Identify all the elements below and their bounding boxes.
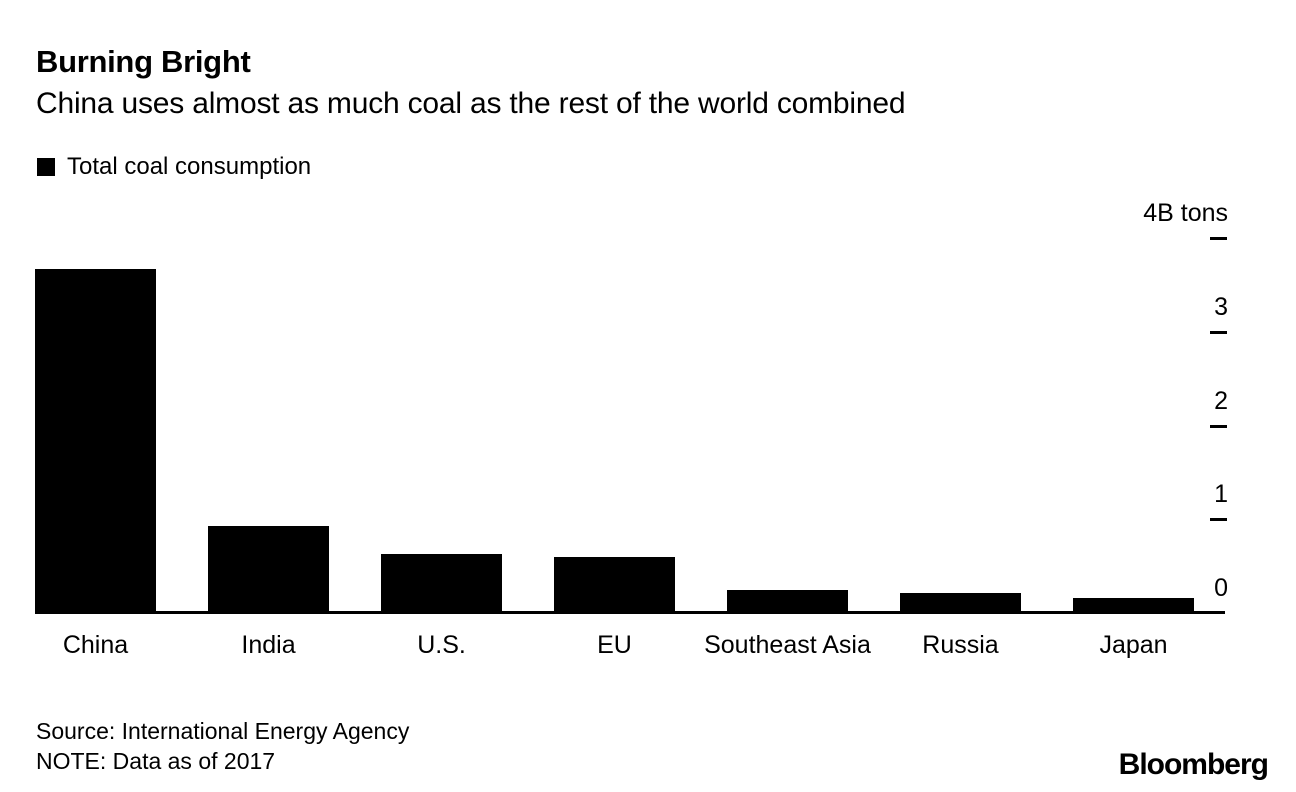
category-label-india: India: [241, 631, 296, 659]
legend: Total coal consumption: [37, 153, 311, 181]
ytick-label-2: 2: [1214, 386, 1228, 415]
category-label-eu: EU: [597, 631, 632, 659]
chart-title: Burning Bright: [36, 44, 251, 79]
bar-china: [35, 268, 156, 614]
legend-label: Total coal consumption: [67, 153, 312, 180]
category-label-russia: Russia: [922, 631, 999, 659]
category-label-japan: Japan: [1099, 631, 1168, 659]
note-text: NOTE: Data as of 2017: [36, 748, 276, 774]
ytick-label-4: 4B tons: [1143, 199, 1228, 227]
bar-u-s-: [381, 553, 502, 614]
category-label-china: China: [62, 631, 129, 659]
chart-subtitle: China uses almost as much coal as the re…: [36, 87, 906, 120]
ytick-dash-4: [1210, 237, 1227, 240]
ytick-label-0: 0: [1214, 574, 1228, 602]
source-text: Source: International Energy Agency: [36, 718, 410, 744]
ytick-dash-2: [1210, 424, 1227, 428]
ytick-label-1: 1: [1214, 480, 1228, 509]
x-axis-baseline: [35, 611, 1225, 614]
ytick-dash-1: [1210, 518, 1227, 522]
legend-swatch-icon: [37, 158, 55, 176]
bloomberg-logo: Bloomberg: [1118, 748, 1269, 781]
bar-india: [208, 525, 329, 614]
ytick-dash-3: [1210, 330, 1227, 334]
bar-russia: [900, 593, 1021, 614]
bar-eu: [554, 556, 675, 614]
category-label-u-s-: U.S.: [417, 631, 466, 659]
category-label-southeast-asia: Southeast Asia: [704, 631, 871, 659]
ytick-label-3: 3: [1214, 292, 1228, 321]
bar-japan: [1073, 598, 1194, 614]
bar-southeast-asia: [727, 589, 848, 614]
